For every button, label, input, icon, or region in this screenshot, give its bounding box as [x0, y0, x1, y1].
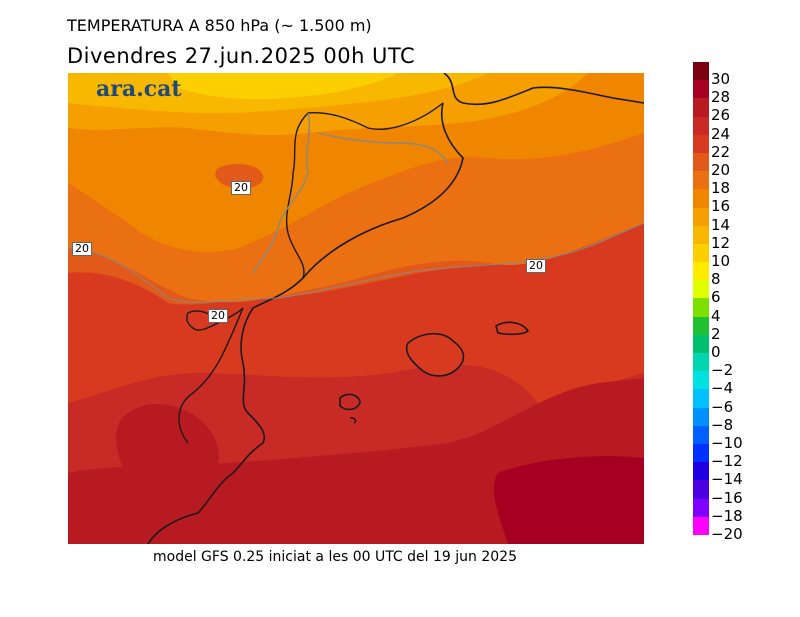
- legend-swatch: [693, 516, 709, 535]
- band-28: [493, 456, 644, 544]
- contour-label: 20: [208, 309, 228, 323]
- legend-swatch: [693, 225, 709, 244]
- legend-swatch: [693, 407, 709, 426]
- legend-tick-label: 2: [711, 324, 721, 343]
- legend-swatch: [693, 134, 709, 153]
- legend-tick-label: 10: [711, 252, 731, 270]
- legend-tick-label: 22: [711, 142, 731, 161]
- legend-tick-label: 24: [711, 124, 731, 143]
- legend-tick-label: 14: [711, 215, 731, 234]
- legend-swatch: [693, 443, 709, 463]
- legend-swatch: [693, 152, 709, 172]
- legend-tick-label: 20: [711, 161, 731, 179]
- legend-tick-label: −20: [711, 525, 743, 543]
- map-subtitle: Divendres 27.jun.2025 00h UTC: [67, 44, 416, 68]
- legend-tick-label: −18: [711, 506, 743, 525]
- legend-tick-label: 8: [711, 270, 721, 289]
- color-legend: [693, 62, 709, 535]
- internal-border: [252, 112, 449, 274]
- legend-swatch: [693, 498, 709, 517]
- legend-swatch: [693, 243, 709, 263]
- border-region: [178, 307, 244, 444]
- legend-tick-label: 30: [711, 70, 731, 88]
- contour-label: 20: [72, 242, 92, 256]
- legend-tick-label: −4: [711, 379, 734, 398]
- legend-tick-label: −8: [711, 415, 734, 434]
- formentera: [349, 417, 357, 424]
- legend-swatch: [693, 334, 709, 353]
- temperature-map-svg: [68, 73, 644, 544]
- legend-swatch: [693, 62, 709, 81]
- legend-swatch: [693, 389, 709, 408]
- legend-tick-label: 0: [711, 343, 721, 361]
- legend-tick-label: −12: [711, 452, 743, 471]
- legend-tick-label: −10: [711, 434, 743, 452]
- legend-swatch: [693, 371, 709, 390]
- legend-swatch: [693, 280, 709, 299]
- legend-swatch: [693, 425, 709, 444]
- legend-tick-label: −6: [711, 397, 734, 416]
- legend-tick-label: 6: [711, 288, 721, 307]
- legend-tick-label: −2: [711, 361, 734, 380]
- mallorca: [405, 332, 465, 377]
- legend-swatch: [693, 189, 709, 208]
- legend-tick-label: 28: [711, 88, 731, 107]
- legend-swatch: [693, 80, 709, 99]
- band-20-island: [215, 163, 264, 189]
- legend-tick-label: 18: [711, 179, 731, 198]
- legend-swatch: [693, 116, 709, 135]
- model-footer: model GFS 0.25 iniciat a les 00 UTC del …: [153, 549, 517, 565]
- legend-tick-label: 4: [711, 306, 721, 325]
- legend-tick-label: −14: [711, 470, 743, 489]
- legend-tick-label: 12: [711, 233, 731, 252]
- band-26-west: [116, 403, 219, 492]
- temperature-map: [68, 73, 644, 544]
- ibiza: [339, 393, 361, 411]
- legend-tick-label: −16: [711, 488, 743, 507]
- legend-swatch: [693, 480, 709, 499]
- legend-swatch: [693, 262, 709, 281]
- legend-swatch: [693, 98, 709, 117]
- brand-logo: ara.cat: [96, 76, 182, 102]
- contour-label: 20: [526, 259, 546, 273]
- menorca: [495, 321, 530, 336]
- legend-swatch: [693, 171, 709, 190]
- coastline: [147, 73, 644, 544]
- legend-swatch: [693, 353, 709, 372]
- contour-label: 20: [231, 181, 251, 195]
- legend-tick-label: 16: [711, 197, 731, 216]
- legend-swatch: [693, 298, 709, 317]
- legend-swatch: [693, 316, 709, 335]
- legend-tick-label: 26: [711, 106, 731, 125]
- band-12: [168, 73, 398, 100]
- map-title: TEMPERATURA A 850 hPa (~ 1.500 m): [67, 16, 372, 35]
- legend-swatch: [693, 462, 709, 481]
- contour-20: [68, 222, 644, 303]
- legend-swatch: [693, 207, 709, 226]
- border-france-spain: [285, 102, 444, 279]
